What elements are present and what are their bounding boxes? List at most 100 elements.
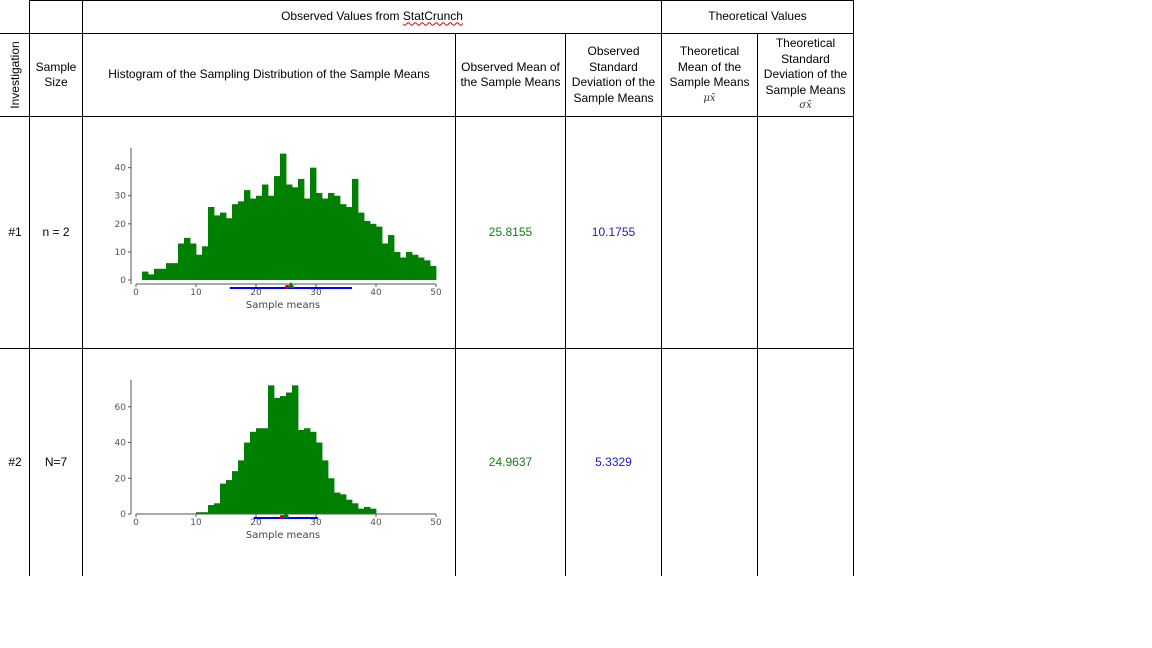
histogram-bar (328, 192, 335, 280)
histogram-bar (274, 176, 281, 280)
row-1-observed-sd: 10.1755 (591, 224, 636, 239)
histogram-bar (226, 218, 233, 280)
histogram-bar (220, 483, 227, 514)
histogram-bar (322, 460, 329, 514)
y-tick-label: 0 (120, 510, 126, 520)
histogram-bar (256, 195, 263, 280)
histogram-bar (184, 237, 191, 280)
theoretical-mean-header: Theoretical Mean of the Sample Means μx̄ (662, 34, 757, 116)
x-tick-label: 20 (250, 288, 262, 298)
histogram-bar (274, 397, 281, 514)
histogram-bar (292, 385, 299, 514)
x-tick-label: 30 (310, 288, 322, 298)
histogram-bar (322, 198, 329, 280)
y-tick-label: 30 (115, 192, 127, 202)
sample-size-header: Sample Size (35, 59, 77, 90)
histogram-bar (310, 167, 317, 280)
histogram-bar (196, 512, 203, 514)
histogram-bar (370, 223, 377, 280)
row-2-investigation: #2 (8, 454, 22, 469)
histogram-bar (226, 480, 233, 514)
row-2-sample-size: N=7 (44, 454, 68, 469)
histogram-bar (382, 243, 389, 280)
row-2-theoretical-sd[interactable] (758, 349, 853, 576)
x-tick-label: 10 (190, 288, 202, 298)
row-2-observed-mean: 24.9637 (488, 454, 533, 469)
histogram-bar (298, 178, 305, 280)
histogram-bar (376, 226, 383, 280)
histogram-n2: 0 10 20 30 40 0 10 20 30 40 50 Sample means (115, 148, 442, 311)
histogram-bar (304, 198, 311, 280)
y-tick-label: 40 (115, 439, 127, 449)
x-tick-label: 30 (310, 518, 322, 528)
row-1-theoretical-sd[interactable] (758, 117, 853, 348)
histogram-bar (280, 153, 287, 280)
row-2-theoretical-mean[interactable] (662, 349, 757, 576)
histogram-bar (364, 221, 371, 280)
histogram-bar (172, 263, 179, 280)
investigation-header: Investigation (8, 41, 22, 109)
histogram-bar (340, 494, 347, 514)
mean-marker (281, 512, 290, 518)
histogram-bar (256, 428, 263, 514)
histogram-bar (238, 460, 245, 514)
histogram-bar (202, 246, 209, 280)
x-tick-label: 20 (250, 518, 262, 528)
histogram-bar (286, 392, 293, 514)
histogram-bar (346, 206, 353, 280)
row-1-theoretical-mean[interactable] (662, 117, 757, 348)
x-tick-label: 0 (133, 288, 139, 298)
histogram-bar (154, 268, 161, 280)
histogram-bar (316, 192, 323, 280)
histogram-bar (412, 254, 419, 280)
histogram-bar (250, 431, 257, 514)
y-tick-label: 20 (115, 474, 127, 484)
theoretical-sd-header: Theoretical Standard Deviation of the Sa… (758, 34, 853, 116)
sigma-xbar-symbol: σx̄ (799, 100, 812, 112)
histogram-bar (280, 396, 287, 514)
histogram-bar (262, 184, 269, 280)
histogram-bar (364, 506, 371, 514)
histogram-bar (262, 428, 269, 514)
histogram-bar (340, 204, 347, 280)
x-tick-label: 40 (370, 518, 382, 528)
histogram-bar (202, 512, 209, 514)
histogram-bar (298, 430, 305, 514)
x-tick-label: 10 (190, 518, 202, 528)
histogram-bar (250, 198, 257, 280)
histogram-bar (328, 478, 335, 514)
histogram-bar (352, 178, 359, 280)
mu-xbar-symbol: μx̄ (703, 92, 716, 104)
histogram-bar (352, 503, 359, 514)
y-tick-label: 20 (115, 220, 127, 230)
y-tick-label: 60 (115, 403, 127, 413)
histogram-bar (358, 212, 365, 280)
histogram-bar (214, 215, 221, 280)
histogram-bar (244, 442, 251, 514)
histogram-bar (196, 254, 203, 280)
histogram-bar (244, 190, 251, 280)
observed-values-header: Observed Values from StatCrunch (281, 9, 463, 24)
histogram-bar (418, 257, 425, 280)
histogram-bar (160, 268, 167, 280)
histogram-bar (148, 274, 155, 280)
histogram-bar (142, 271, 149, 280)
histogram-bar (268, 385, 275, 514)
row-1-observed-mean: 25.8155 (488, 224, 533, 239)
x-axis-label: Sample means (246, 300, 320, 311)
histogram-bar (394, 251, 401, 280)
observed-mean-header: Observed Mean of the Sample Means (460, 59, 561, 90)
histogram-bar (208, 505, 215, 514)
histogram-bar (208, 206, 215, 280)
histogram-bar (220, 212, 227, 280)
histogram-bar (406, 251, 413, 280)
histogram-bar (304, 428, 311, 514)
histogram-bar (358, 508, 365, 514)
histogram-bar (430, 265, 437, 280)
histogram-bar (166, 263, 173, 280)
histogram-bar (334, 195, 341, 280)
x-tick-label: 50 (430, 518, 442, 528)
histogram-bar (316, 442, 323, 514)
histogram-bar (214, 503, 221, 514)
row-1-investigation: #1 (8, 224, 22, 239)
